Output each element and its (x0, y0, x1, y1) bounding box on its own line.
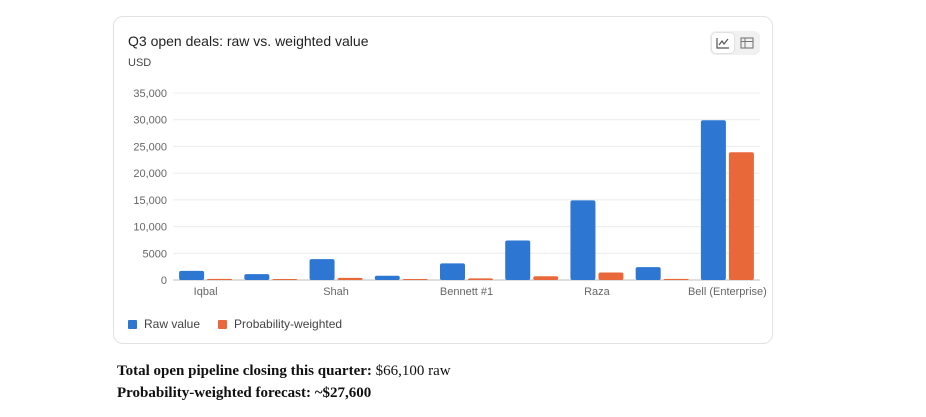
legend-swatch-raw (128, 319, 137, 329)
bar-raw (635, 267, 661, 280)
bar-raw (374, 275, 400, 280)
y-tick-label: 30,000 (133, 115, 167, 127)
y-tick-label: 20,000 (133, 168, 167, 180)
x-tick-label: Shah (323, 286, 349, 298)
legend-label-weighted: Probability-weighted (234, 317, 343, 331)
bar-chart: 0 5000 10,000 15,000 20,000 25,000 30,000 35,00… (133, 88, 767, 298)
bar-raw (244, 274, 270, 280)
y-tick-label: 25,000 (133, 141, 167, 153)
bar-raw (440, 263, 465, 280)
y-tick-label: 15,000 (133, 195, 167, 207)
y-tick-label: 10,000 (133, 222, 167, 234)
summary-total-line: Total open pipeline closing this quarter… (117, 360, 451, 382)
bar-weighted (533, 276, 559, 280)
summary-weighted-line: Probability-weighted forecast: ~$27,600 (117, 382, 451, 404)
table-icon (740, 37, 754, 49)
x-tick-label: Bell (Enterprise) (688, 286, 767, 298)
pipeline-summary: Total open pipeline closing this quarter… (117, 360, 451, 404)
y-tick-label: 5000 (143, 248, 167, 260)
chart-legend: Raw value Probability-weighted (128, 317, 342, 331)
table-view-button[interactable] (736, 33, 758, 53)
bar-raw (700, 120, 726, 281)
summary-total-label: Total open pipeline closing this quarter… (117, 363, 372, 379)
x-tick-label: Bennett #1 (440, 286, 493, 298)
bar-raw (570, 200, 596, 280)
y-tick-label: 0 (161, 275, 167, 287)
y-axis-unit-label: USD (128, 57, 152, 69)
chart-title: Q3 open deals: raw vs. weighted value (128, 33, 369, 49)
line-chart-view-button[interactable] (712, 33, 734, 53)
line-chart-icon (716, 38, 729, 49)
chart-card: Q3 open deals: raw vs. weighted value US… (113, 16, 773, 344)
view-toggle (710, 31, 760, 55)
summary-total-value: $66,100 raw (375, 363, 451, 379)
bar-weighted (337, 277, 363, 280)
bar-raw (309, 259, 335, 280)
bar-weighted (468, 278, 493, 280)
bar-weighted (272, 279, 298, 280)
summary-weighted-label: Probability-weighted forecast: (117, 385, 311, 401)
summary-weighted-value: ~$27,600 (314, 385, 372, 401)
x-tick-label: Iqbal (194, 286, 218, 298)
x-tick-label: Raza (584, 286, 611, 298)
bar-raw (505, 240, 531, 280)
y-tick-label: 35,000 (133, 88, 167, 100)
legend-item-weighted[interactable]: Probability-weighted (218, 317, 342, 331)
legend-label-raw: Raw value (144, 317, 201, 331)
bar-weighted (598, 272, 624, 280)
bar-weighted (728, 152, 754, 280)
legend-swatch-weighted (218, 319, 228, 329)
bar-weighted (402, 279, 428, 280)
bar-weighted (663, 278, 689, 280)
legend-item-raw[interactable]: Raw value (128, 317, 200, 331)
bar-weighted (207, 278, 233, 280)
bar-raw (179, 270, 205, 280)
